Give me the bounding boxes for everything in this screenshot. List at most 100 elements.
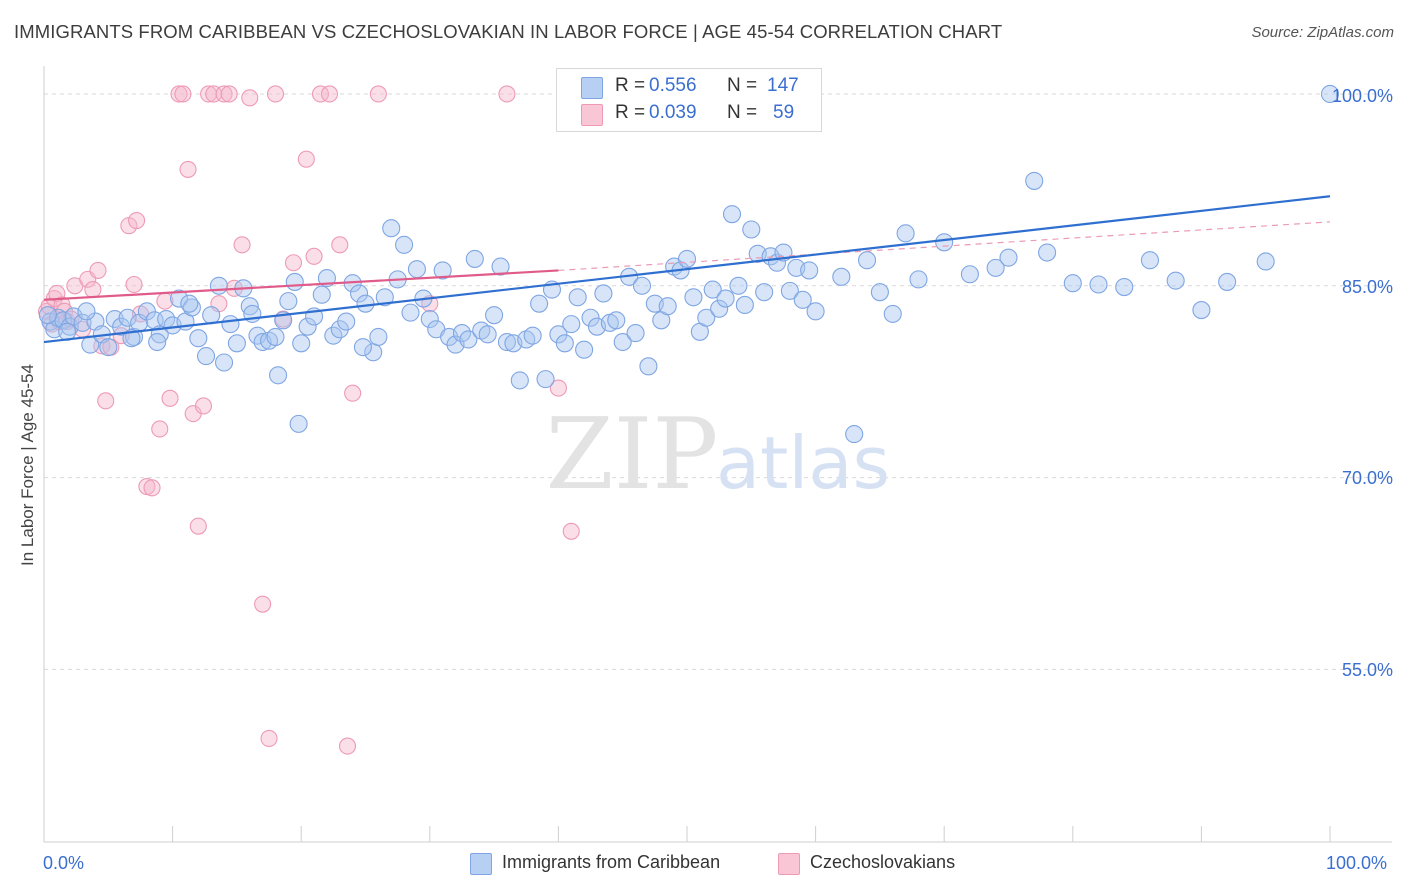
caribbean-point (935, 233, 954, 252)
caribbean-point (722, 205, 742, 224)
legend-row-czechoslovakians: R = 0.039 N = 59 (581, 102, 811, 126)
caribbean-point (180, 294, 199, 313)
caribbean-point (330, 320, 349, 339)
czechoslovakians-point (84, 281, 102, 299)
caribbean-point (279, 292, 298, 311)
caribbean-point (491, 257, 510, 276)
caribbean-point (716, 289, 735, 308)
caribbean-point (112, 317, 131, 336)
caribbean-point (465, 249, 484, 268)
axes (43, 66, 1392, 843)
caribbean-point (677, 249, 697, 268)
caribbean-point (169, 289, 189, 308)
czechoslovakians-point (170, 85, 188, 103)
caribbean-point (99, 338, 118, 357)
caribbean-points (38, 84, 1340, 444)
czechoslovakians-point (143, 479, 161, 497)
caribbean-point (395, 235, 414, 254)
caribbean-trend-line (43, 195, 1331, 344)
caribbean-point (1140, 251, 1160, 270)
czechoslovakians-point (233, 236, 251, 254)
caribbean-point (375, 288, 394, 307)
caribbean-point (420, 309, 439, 329)
czechoslovakians-point (562, 522, 580, 540)
czechoslovakians-point (161, 389, 179, 407)
y-tick-label: 100.0% (1331, 86, 1393, 106)
legend-swatch-pink (581, 104, 603, 126)
source-credit: Source: ZipAtlas.com (1251, 24, 1394, 41)
czechoslovakians-point (297, 150, 315, 168)
czechoslovakians-points (38, 85, 580, 755)
caribbean-point (549, 325, 568, 344)
caribbean-point (581, 308, 600, 327)
caribbean-point (1063, 274, 1082, 293)
caribbean-point (289, 414, 308, 433)
czechoslovakians-point (266, 85, 285, 103)
caribbean-point (703, 280, 722, 299)
czechoslovakians-point (194, 397, 213, 415)
czechoslovakians-trend-dashed (558, 221, 1331, 272)
y-tick-label: 55.0% (1341, 660, 1393, 680)
bottom-legend-label: Immigrants from Caribbean (502, 852, 721, 872)
caribbean-point (523, 326, 542, 345)
czechoslovakians-point (220, 85, 238, 103)
caribbean-point (986, 258, 1005, 277)
caribbean-point (382, 219, 401, 238)
caribbean-point (459, 330, 478, 349)
caribbean-point (118, 308, 137, 327)
caribbean-point (324, 326, 343, 345)
caribbean-point (292, 334, 311, 353)
caribbean-point (227, 334, 246, 353)
legend-n-value: 147 (767, 75, 799, 96)
caribbean-point (639, 357, 658, 376)
caribbean-point (755, 283, 774, 302)
caribbean-point (285, 272, 304, 291)
legend-row-caribbean: R = 0.556 N = 147 (581, 75, 811, 99)
czechoslovakians-point (369, 85, 387, 103)
czechoslovakians-point (179, 160, 197, 178)
czechoslovakians-point (189, 517, 207, 535)
czechoslovakians-point (128, 212, 146, 230)
czechoslovakians-point (344, 384, 362, 402)
caribbean-point (38, 306, 57, 325)
caribbean-point (999, 248, 1018, 267)
bottom-legend-czechoslovakians: Czechoslovakians (778, 852, 988, 876)
bottom-legend-caribbean: Immigrants from Caribbean (470, 852, 760, 876)
bottom-legend-label: Czechoslovakians (810, 852, 956, 872)
watermark: ZIP atlas (546, 398, 890, 512)
x-tick-label-max: 100.0% (1326, 853, 1388, 873)
trend-lines (43, 195, 1331, 344)
caribbean-point (632, 276, 652, 295)
caribbean-point (452, 324, 472, 343)
legend-r-value: 0.039 (649, 102, 697, 123)
caribbean-point (800, 261, 819, 280)
caribbean-point (684, 288, 703, 307)
caribbean-point (148, 332, 167, 352)
caribbean-point (221, 315, 240, 334)
czechoslovakians-point (305, 247, 323, 265)
czechoslovakians-point (254, 595, 272, 613)
caribbean-point (122, 329, 141, 348)
chart-title: IMMIGRANTS FROM CARIBBEAN VS CZECHOSLOVA… (14, 21, 1003, 42)
caribbean-point (530, 294, 549, 313)
czechoslovakians-point (549, 379, 567, 397)
caribbean-point (356, 294, 375, 313)
caribbean-point (350, 284, 369, 303)
caribbean-point (1166, 271, 1185, 290)
caribbean-point (1115, 277, 1134, 297)
caribbean-point (337, 312, 356, 331)
grid-lines (44, 93, 1392, 670)
caribbean-point (697, 308, 716, 327)
czechoslovakians-point (205, 85, 223, 103)
czechoslovakians-point (260, 729, 278, 747)
caribbean-point (269, 366, 288, 385)
caribbean-point (407, 260, 426, 279)
caribbean-point (369, 327, 388, 346)
caribbean-point (607, 311, 626, 330)
czechoslovakians-point (215, 85, 233, 103)
y-tick-label: 85.0% (1341, 277, 1393, 297)
czechoslovakians-point (284, 254, 303, 272)
czechoslovakians-point (241, 89, 259, 107)
caribbean-point (793, 290, 812, 309)
